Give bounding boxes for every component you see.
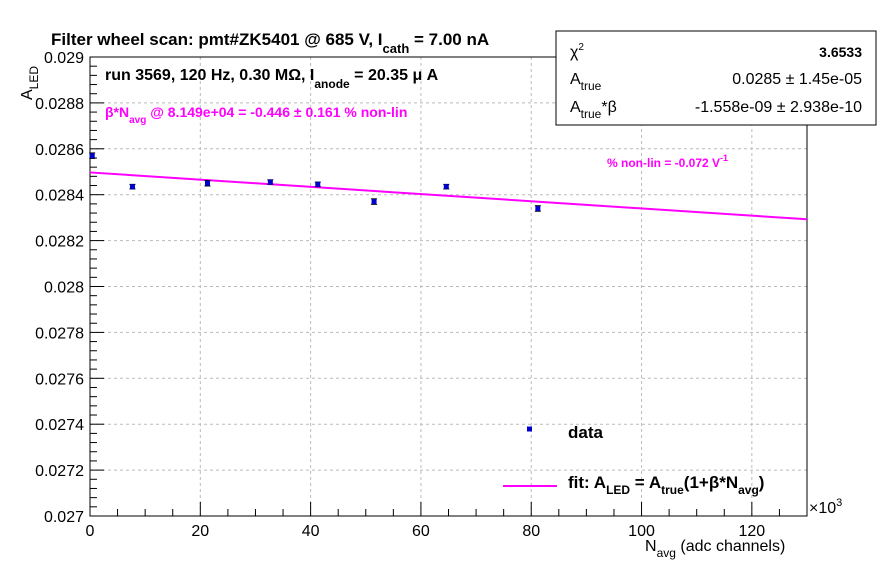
x-tick-label: 0 [86, 523, 95, 540]
legend: data fit: ALED = Atrue(1+β*Navg) [503, 423, 764, 497]
chart-title-sub: cath [383, 41, 410, 56]
data-point [129, 184, 135, 190]
x-tick-label: 80 [522, 523, 540, 540]
x-axis-exponent-sup: 3 [836, 497, 842, 509]
run-info: run 3569, 120 Hz, 0.30 MΩ, Ianode = 20.3… [105, 67, 439, 91]
stats-atrue-name: Atrue [570, 71, 602, 93]
legend-fit-label: fit: ALED = Atrue(1+β*Navg) [568, 473, 764, 497]
data-point [315, 181, 321, 187]
x-tick-label: 60 [412, 523, 430, 540]
data-point [371, 199, 377, 205]
y-axis-label: ALED [19, 66, 41, 100]
chart-title: Filter wheel scan: pmt#ZK5401 @ 685 V, I… [51, 30, 489, 56]
nonlin-note-post: @ 8.149e+04 = -0.446 ± 0.161 % non-lin [146, 104, 407, 120]
y-tick-label: 0.027 [44, 509, 84, 526]
y-tick-label: 0.0288 [35, 96, 84, 113]
slope-note: % non-lin = -0.072 V-1 [607, 153, 728, 170]
legend-data-marker [527, 426, 532, 432]
legend-marker-square [527, 426, 532, 432]
x-axis-label-tail: (adc channels) [676, 538, 785, 555]
stats-atrue-value: 0.0285 ± 1.45e-05 [732, 71, 862, 88]
run-info-sub: anode [314, 77, 350, 91]
y-tick-label: 0.0276 [35, 371, 84, 388]
y-tick-label: 0.0278 [35, 325, 84, 342]
stats-atrue-beta-value: -1.558e-09 ± 2.938e-10 [695, 99, 862, 116]
y-tick-label: 0.028 [44, 280, 84, 297]
nonlin-note-sub: avg [129, 115, 146, 126]
x-tick-label: 40 [302, 523, 320, 540]
x-axis-exponent: ×103 [809, 497, 842, 517]
x-axis-label: Navg (adc channels) [645, 538, 785, 560]
data-point [89, 153, 95, 159]
legend-data-label: data [568, 423, 604, 442]
x-tick-label: 100 [628, 523, 655, 540]
y-tick-label: 0.0284 [35, 188, 84, 205]
x-tick-label: 20 [191, 523, 209, 540]
x-axis-label-sub: avg [657, 546, 676, 560]
stats-box: χ2 3.6533 Atrue 0.0285 ± 1.45e-05 Atrue*… [555, 30, 877, 126]
stats-chi2-value: 3.6533 [819, 44, 862, 60]
data-point [535, 205, 541, 211]
x-tick-label: 120 [738, 523, 765, 540]
y-tick-label: 0.0272 [35, 463, 84, 480]
axes: 0.027 0.0272 0.0274 0.0276 0.0278 0.028 0.0282… [35, 50, 808, 540]
data-point [267, 179, 273, 185]
data-point [204, 180, 210, 186]
chart-title-tail: = 7.00 nA [409, 30, 489, 49]
y-tick-label: 0.0282 [35, 234, 84, 251]
nonlin-note: β*Navg @ 8.149e+04 = -0.446 ± 0.161 % no… [105, 104, 407, 126]
data-point [443, 184, 449, 190]
data-points-group [89, 152, 541, 212]
y-axis-label-sub: LED [27, 66, 41, 90]
grid-lines [90, 57, 807, 516]
y-tick-label: 0.0274 [35, 417, 84, 434]
y-tick-label: 0.0286 [35, 142, 84, 159]
stats-atrue-beta-name: Atrue*β [570, 99, 617, 121]
run-info-tail: = 20.35 μ A [350, 67, 439, 84]
slope-note-sup: -1 [720, 153, 728, 163]
stats-chi2-name: χ2 [570, 42, 584, 61]
y-tick-label: 0.029 [44, 50, 84, 67]
